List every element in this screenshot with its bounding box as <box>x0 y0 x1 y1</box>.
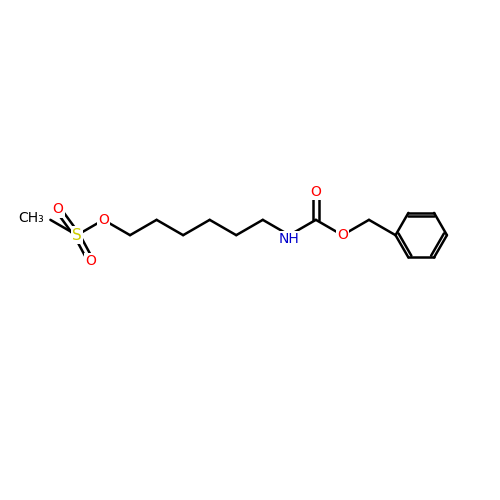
Text: O: O <box>98 213 109 227</box>
Text: O: O <box>310 185 322 199</box>
Text: O: O <box>86 254 96 268</box>
Text: CH₃: CH₃ <box>18 212 44 226</box>
Text: NH: NH <box>279 232 299 246</box>
Text: O: O <box>337 228 348 242</box>
Text: O: O <box>52 202 64 216</box>
Text: S: S <box>72 228 82 242</box>
